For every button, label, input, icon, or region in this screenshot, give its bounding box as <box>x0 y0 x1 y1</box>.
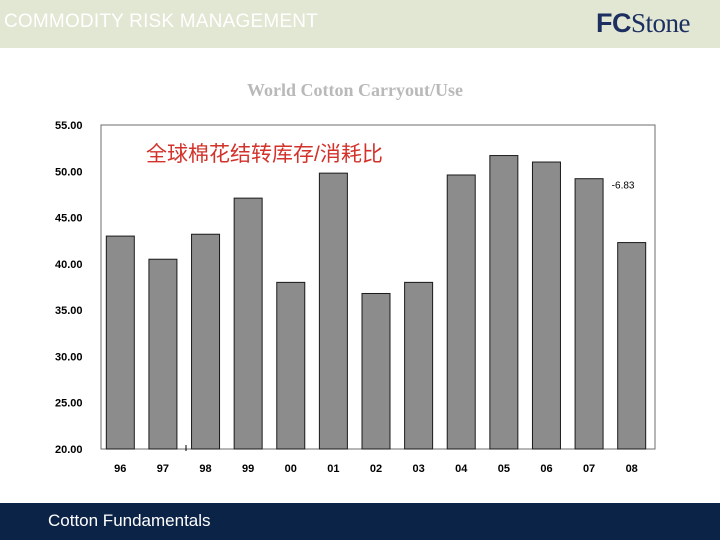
bar-04 <box>446 174 476 450</box>
bar-01 <box>318 172 348 450</box>
fcstone-logo: FCStone <box>596 7 691 39</box>
x-tick-label: 06 <box>540 463 552 475</box>
chart-subtitle: 全球棉花结转库存/消耗比 <box>146 143 383 166</box>
x-tick-label: 04 <box>455 463 468 475</box>
y-tick-label: 35.00 <box>55 305 83 317</box>
y-tick-label: 25.00 <box>55 398 83 410</box>
bar-08 <box>617 242 647 450</box>
logo-stone: Stone <box>631 8 691 38</box>
x-tick-label: 03 <box>412 463 424 475</box>
bar-02 <box>361 292 391 450</box>
bar-98 <box>191 233 221 450</box>
x-tick-label: 00 <box>285 463 297 475</box>
footer-bar: Cotton Fundamentals <box>0 503 720 540</box>
header-title: COMMODITY RISK MANAGEMENT <box>4 11 318 32</box>
bar-annotation: -6.83 <box>612 181 635 192</box>
bar-03 <box>404 281 434 450</box>
bar-05 <box>489 155 519 450</box>
x-tick-label: 97 <box>157 463 169 475</box>
footer-label: Cotton Fundamentals <box>48 511 211 530</box>
bar-96 <box>105 235 135 450</box>
y-tick-label: 40.00 <box>55 259 83 271</box>
x-tick-label: 01 <box>327 463 339 475</box>
y-tick-label: 30.00 <box>55 351 83 363</box>
bar-00 <box>276 281 306 450</box>
bar-97 <box>148 258 178 450</box>
y-tick-label: 50.00 <box>55 166 83 178</box>
chart-title: World Cotton Carryout/Use <box>247 80 463 100</box>
bar-06 <box>531 161 561 450</box>
x-tick-label: 02 <box>370 463 382 475</box>
logo-fc: FC <box>596 8 632 38</box>
bar-07 <box>574 178 604 450</box>
x-tick-label: 96 <box>114 463 126 475</box>
y-tick-label: 45.00 <box>55 213 83 225</box>
x-tick-label: 08 <box>626 463 638 475</box>
y-tick-label: 55.00 <box>55 120 83 132</box>
bar-99 <box>233 197 263 450</box>
x-tick-label: 98 <box>199 463 211 475</box>
x-tick-label: 07 <box>583 463 595 475</box>
x-tick-label: 05 <box>498 463 510 475</box>
bar-chart: 20.00 25.00 30.00 35.00 40.00 45.00 50.00 55.00… <box>55 120 656 475</box>
header-bar: COMMODITY RISK MANAGEMENT FCStone <box>0 0 720 48</box>
x-tick-label: 99 <box>242 463 254 475</box>
y-tick-label: 20.00 <box>55 444 83 456</box>
